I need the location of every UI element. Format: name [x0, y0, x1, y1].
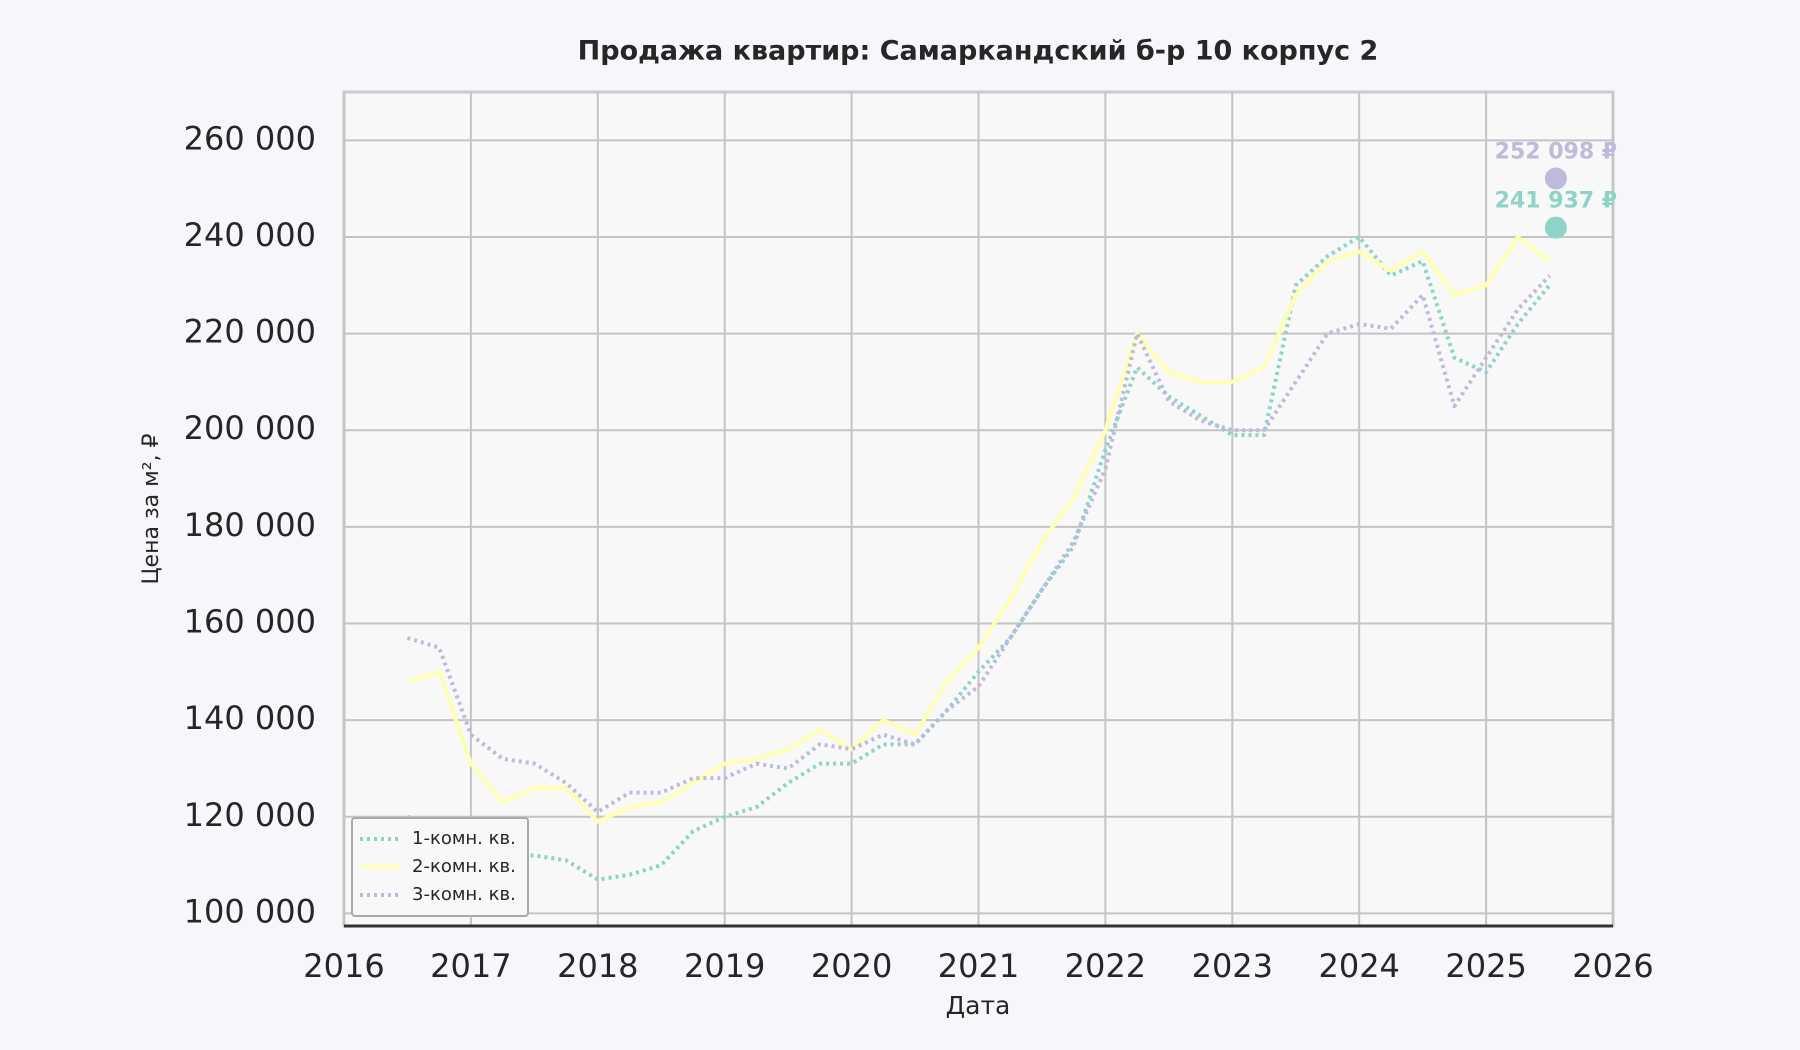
y-tick-label: 140 000 — [184, 699, 316, 737]
y-tick-label: 100 000 — [184, 892, 316, 930]
x-tick-label: 2020 — [811, 947, 892, 985]
legend-label: 2-комн. кв. — [412, 856, 516, 877]
legend-label: 3-комн. кв. — [412, 884, 516, 905]
y-tick-label: 240 000 — [184, 216, 316, 254]
y-tick-label: 180 000 — [184, 506, 316, 544]
x-tick-label: 2018 — [557, 947, 638, 985]
y-tick-label: 200 000 — [184, 409, 316, 447]
annotation-label: 241 937 ₽ — [1495, 189, 1617, 214]
legend-label: 1-комн. кв. — [412, 828, 516, 849]
y-tick-label: 260 000 — [184, 119, 316, 157]
series-line — [406, 234, 1551, 824]
x-tick-label: 2025 — [1445, 947, 1526, 985]
x-tick-label: 2017 — [430, 947, 511, 985]
x-axis-label: Дата — [946, 991, 1011, 1020]
y-tick-label: 160 000 — [184, 603, 316, 641]
annotation-label: 252 098 ₽ — [1495, 140, 1617, 165]
y-axis-label: Цена за м², ₽ — [139, 433, 164, 584]
x-tick-label: 2016 — [303, 947, 384, 985]
x-tick-label: 2024 — [1318, 947, 1399, 985]
series-line — [406, 234, 1552, 882]
legend-box — [351, 817, 529, 917]
annotation-dot — [1544, 216, 1567, 239]
y-tick-label: 220 000 — [184, 313, 316, 351]
chart-title: Продажа квартир: Самаркандский б-р 10 ко… — [578, 36, 1379, 67]
x-tick-label: 2026 — [1572, 947, 1653, 985]
y-tick-label: 120 000 — [184, 796, 316, 834]
x-tick-label: 2021 — [938, 947, 1019, 985]
annotation-dot — [1544, 167, 1567, 190]
series-line — [406, 274, 1552, 814]
x-tick-label: 2022 — [1065, 947, 1146, 985]
x-tick-label: 2023 — [1192, 947, 1273, 985]
x-tick-label: 2019 — [684, 947, 765, 985]
